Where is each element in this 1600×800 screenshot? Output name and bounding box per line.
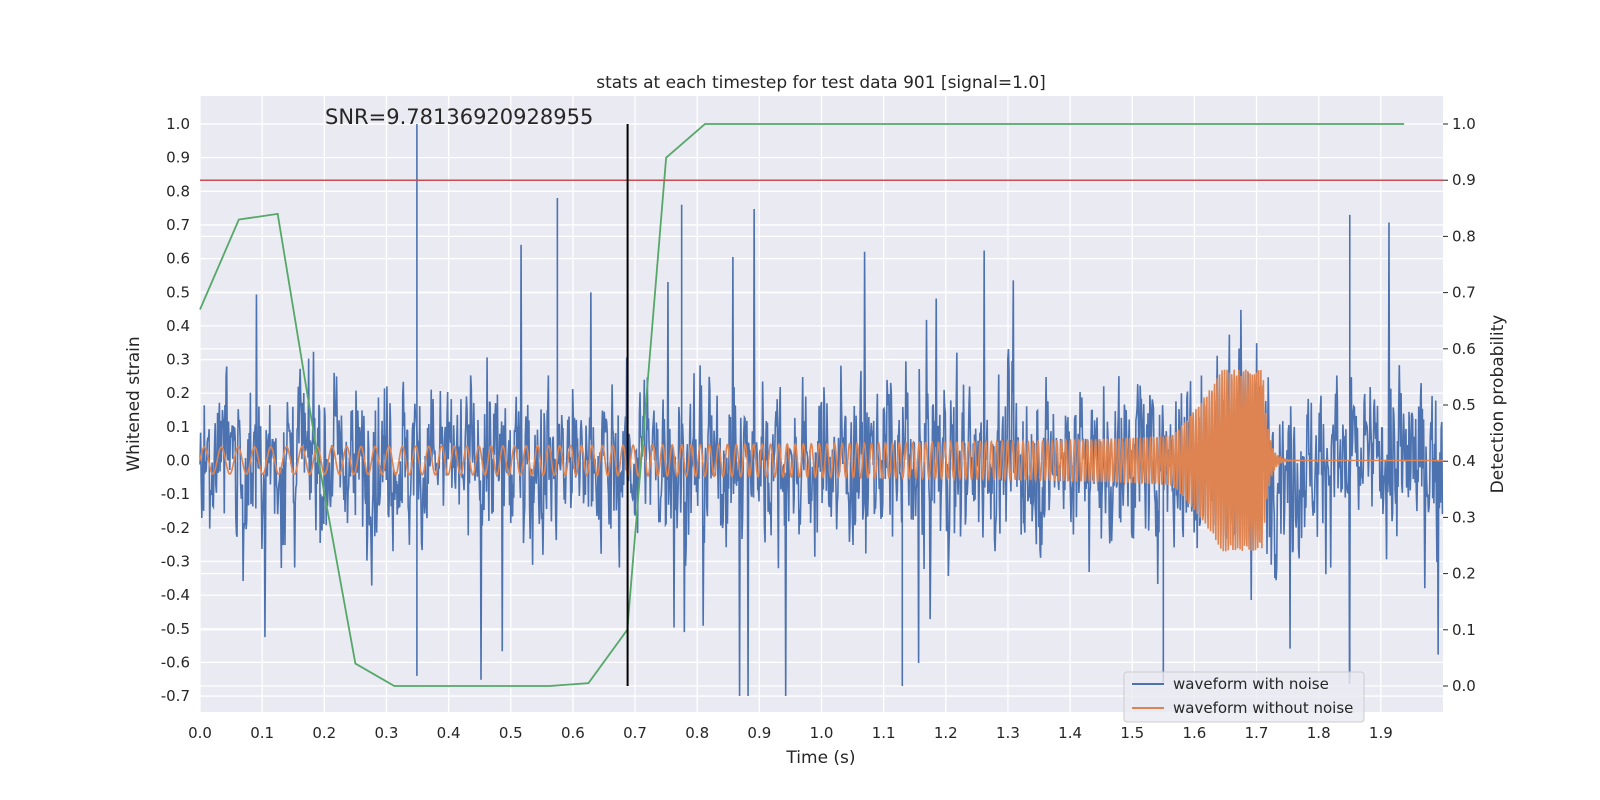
legend: waveform with noise waveform without noi…	[1123, 671, 1365, 723]
y2-tick-label: 0.7	[1452, 284, 1476, 302]
y2-tick-label: 0.8	[1452, 227, 1476, 245]
x-tick-label: 0.9	[747, 724, 771, 742]
y-tick-label: -0.2	[161, 519, 190, 537]
y-tick-label: -0.3	[161, 552, 190, 570]
y2-axis-label: Detection probability	[1488, 315, 1508, 494]
x-tick-label: 0.5	[499, 724, 523, 742]
y2-tick-label: 0.3	[1452, 508, 1476, 526]
x-tick-label: 0.6	[561, 724, 585, 742]
y-tick-label: -0.5	[161, 620, 190, 638]
x-tick-label: 0.2	[312, 724, 336, 742]
x-tick-label: 1.6	[1182, 724, 1206, 742]
x-axis-label: Time (s)	[785, 748, 855, 768]
y-tick-label: 0.3	[166, 351, 190, 369]
series-waveform-without-noise	[199, 369, 1443, 552]
y2-tick-label: 0.9	[1452, 171, 1476, 189]
x-tick-label: 1.1	[872, 724, 896, 742]
y-tick-label: 0.7	[166, 216, 190, 234]
x-tick-label: 1.9	[1369, 724, 1393, 742]
x-tick-label: 1.2	[934, 724, 958, 742]
x-tick-label: 0.0	[188, 724, 212, 742]
y-tick-label: -0.1	[161, 485, 190, 503]
y2-tick-label: 0.4	[1452, 452, 1476, 470]
y-tick-label: 0.5	[166, 283, 190, 301]
x-tick-label: 0.7	[623, 724, 647, 742]
y-tick-label: 1.0	[166, 115, 190, 133]
y2-tick-label: 0.6	[1452, 340, 1476, 358]
legend-box	[1123, 671, 1365, 723]
y-tick-label: 0.4	[166, 317, 190, 335]
snr-annotation: SNR=9.78136920928955	[325, 105, 593, 129]
y-tick-label: -0.7	[161, 687, 190, 705]
reference-lines	[200, 124, 1443, 686]
x-tick-label: 0.1	[250, 724, 274, 742]
y-tick-label: 0.6	[166, 250, 190, 268]
chart-title: stats at each timestep for test data 901…	[596, 73, 1046, 93]
x-tick-label: 1.0	[810, 724, 834, 742]
x-tick-label: 0.3	[375, 724, 399, 742]
y-tick-label: 0.0	[166, 452, 190, 470]
y2-tick-label: 0.0	[1452, 677, 1476, 695]
probability-line	[199, 123, 1405, 687]
y-tick-label: -0.6	[161, 653, 190, 671]
y-axis-label: Whitened strain	[124, 336, 144, 471]
y2-tick-label: 0.5	[1452, 396, 1476, 414]
y2-tick-label: 0.1	[1452, 621, 1476, 639]
x-tick-label: 0.4	[437, 724, 461, 742]
x-axis-ticks: 0.0 0.1 0.2 0.3 0.4 0.5 0.6 0.7 0.8 0.9 1.0 1.1 1.2 1…	[188, 724, 1393, 742]
y2-axis-ticks: 1.0 0.9 0.8 0.7 0.6 0.5 0.4 0.3 0.2 0.1 0.0	[1443, 115, 1476, 695]
y-tick-label: -0.4	[161, 586, 190, 604]
y-tick-label: 0.9	[166, 149, 190, 167]
clean-line	[199, 369, 1443, 552]
y-tick-label: 0.1	[166, 418, 190, 436]
x-tick-label: 0.8	[685, 724, 709, 742]
legend-label-clean: waveform without noise	[1173, 699, 1353, 717]
legend-label-noise: waveform with noise	[1173, 675, 1329, 693]
y2-tick-label: 1.0	[1452, 115, 1476, 133]
y-axis-ticks: 1.0 0.9 0.8 0.7 0.6 0.5 0.4 0.3 0.2 0.1 0.0 -0.1 -0.…	[161, 115, 190, 705]
x-tick-label: 1.4	[1058, 724, 1082, 742]
y-tick-label: 0.2	[166, 384, 190, 402]
x-tick-label: 1.5	[1120, 724, 1144, 742]
series-detection-probability	[199, 123, 1405, 687]
x-tick-label: 1.3	[996, 724, 1020, 742]
y-tick-label: 0.8	[166, 182, 190, 200]
x-tick-label: 1.7	[1245, 724, 1269, 742]
y2-tick-label: 0.2	[1452, 565, 1476, 583]
x-tick-label: 1.8	[1307, 724, 1331, 742]
